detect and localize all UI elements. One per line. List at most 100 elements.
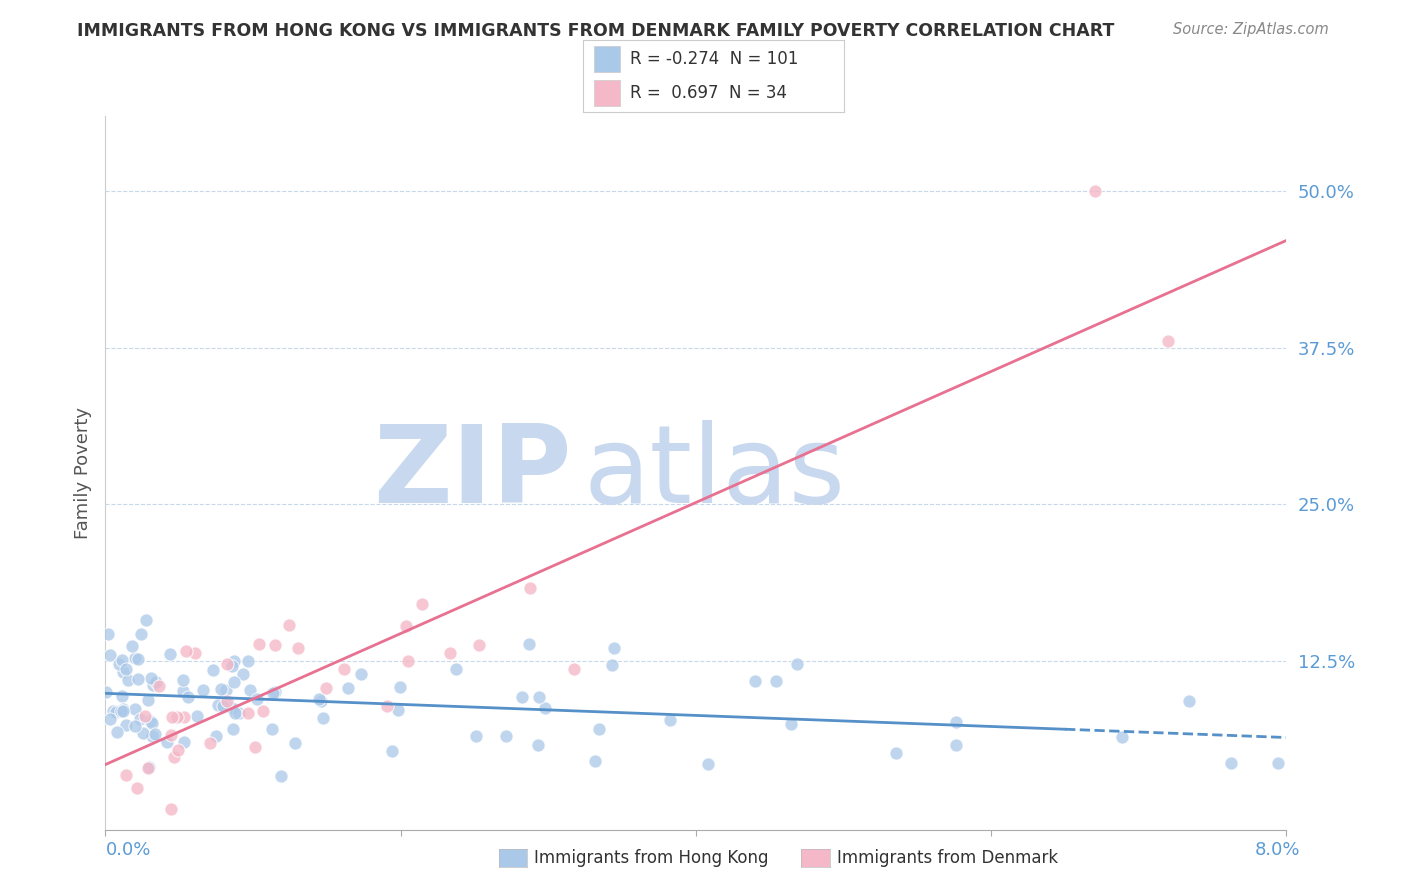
Text: R =  0.697  N = 34: R = 0.697 N = 34 <box>630 84 787 102</box>
Point <box>163 749 186 764</box>
Point <box>236 654 259 668</box>
Point <box>172 673 194 687</box>
Point <box>696 756 718 771</box>
Point <box>143 727 166 741</box>
Point <box>527 690 550 704</box>
Point <box>212 699 235 714</box>
Point <box>1220 756 1243 771</box>
Point <box>127 652 149 666</box>
Point <box>186 709 208 723</box>
Point <box>284 736 307 750</box>
Point <box>98 712 121 726</box>
Point <box>129 712 152 726</box>
Point <box>495 729 517 743</box>
Point <box>519 582 541 596</box>
Point <box>444 662 467 676</box>
Point <box>141 729 163 743</box>
Point <box>247 637 270 651</box>
Point <box>97 627 120 641</box>
Point <box>98 648 121 662</box>
Point <box>139 714 162 729</box>
Point <box>411 597 433 611</box>
Point <box>112 704 135 718</box>
Point <box>1157 334 1180 349</box>
Point <box>465 730 488 744</box>
Point <box>173 735 195 749</box>
Point <box>127 672 149 686</box>
Point <box>232 666 254 681</box>
Point <box>602 640 624 655</box>
Point <box>159 727 181 741</box>
Point <box>312 711 335 725</box>
Point <box>177 690 200 704</box>
Point <box>395 619 418 633</box>
Point <box>114 718 136 732</box>
Point <box>311 694 333 708</box>
Point <box>527 738 550 752</box>
Point <box>148 679 170 693</box>
Point <box>744 673 766 688</box>
Point <box>786 657 808 672</box>
Point <box>105 724 128 739</box>
Text: 0.0%: 0.0% <box>105 840 150 858</box>
Point <box>159 647 181 661</box>
Point <box>114 662 136 676</box>
Point <box>439 646 461 660</box>
Point <box>111 689 134 703</box>
Point <box>124 718 146 732</box>
Point <box>127 780 149 795</box>
Point <box>534 700 557 714</box>
Point <box>110 704 132 718</box>
Point <box>172 684 194 698</box>
Point <box>222 655 245 669</box>
Point <box>396 654 419 668</box>
Point <box>191 682 214 697</box>
Point <box>134 709 156 723</box>
Point <box>207 698 229 713</box>
Point <box>337 681 360 695</box>
Point <box>215 657 238 671</box>
Point <box>308 692 330 706</box>
Point <box>262 686 284 700</box>
Point <box>132 726 155 740</box>
Point <box>101 704 124 718</box>
Point <box>142 678 165 692</box>
Point <box>221 658 243 673</box>
Point <box>562 662 585 676</box>
Point <box>315 681 337 696</box>
Point <box>765 673 787 688</box>
Point <box>111 665 134 679</box>
Point <box>583 754 606 768</box>
Point <box>263 639 285 653</box>
Point <box>105 705 128 719</box>
Point <box>238 683 260 698</box>
Point <box>145 674 167 689</box>
Point <box>135 613 157 627</box>
Text: Source: ZipAtlas.com: Source: ZipAtlas.com <box>1173 22 1329 37</box>
Point <box>221 701 243 715</box>
Point <box>945 714 967 729</box>
Point <box>138 760 160 774</box>
Text: 8.0%: 8.0% <box>1256 840 1301 858</box>
Point <box>217 694 239 708</box>
Point <box>945 738 967 752</box>
Point <box>215 682 238 697</box>
Point <box>184 646 207 660</box>
Point <box>1178 693 1201 707</box>
Point <box>94 684 117 698</box>
FancyBboxPatch shape <box>593 45 620 71</box>
Point <box>136 693 159 707</box>
Point <box>124 701 146 715</box>
Text: IMMIGRANTS FROM HONG KONG VS IMMIGRANTS FROM DENMARK FAMILY POVERTY CORRELATION : IMMIGRANTS FROM HONG KONG VS IMMIGRANTS … <box>77 22 1115 40</box>
Point <box>141 716 163 731</box>
Point <box>166 710 188 724</box>
Text: ZIP: ZIP <box>374 420 572 525</box>
Point <box>389 681 412 695</box>
Point <box>111 702 134 716</box>
Y-axis label: Family Poverty: Family Poverty <box>73 407 91 539</box>
Point <box>124 650 146 665</box>
Point <box>205 729 228 743</box>
Point <box>117 673 139 687</box>
Point <box>209 681 232 696</box>
Point <box>156 734 179 748</box>
